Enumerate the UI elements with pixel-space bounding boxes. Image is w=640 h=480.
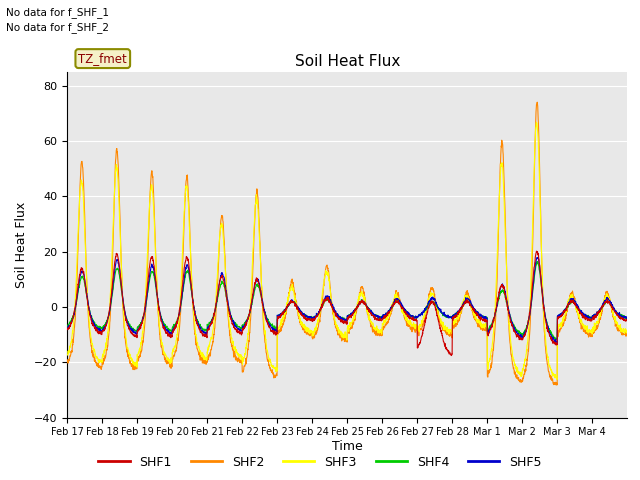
- SHF5: [516, 334, 524, 339]
- SHF5: [616, 312, 623, 317]
- SHF1: [616, 315, 623, 321]
- SHF1: [447, 353, 455, 359]
- SHF3: [119, 304, 127, 310]
- SHF2: [119, 310, 127, 315]
- SHF5: [381, 312, 388, 318]
- SHF5: [119, 297, 127, 302]
- Y-axis label: Soil Heat Flux: Soil Heat Flux: [15, 202, 28, 288]
- SHF3: [516, 372, 524, 377]
- SHF5: [623, 314, 631, 320]
- Title: Soil Heat Flux: Soil Heat Flux: [294, 54, 400, 70]
- SHF3: [240, 355, 248, 360]
- Legend: SHF1, SHF2, SHF3, SHF4, SHF5: SHF1, SHF2, SHF3, SHF4, SHF5: [93, 451, 547, 474]
- SHF2: [623, 332, 631, 337]
- SHF4: [119, 299, 127, 305]
- Text: No data for f_SHF_1: No data for f_SHF_1: [6, 7, 109, 18]
- SHF1: [532, 248, 540, 254]
- SHF4: [533, 259, 541, 264]
- SHF2: [548, 374, 556, 380]
- SHF4: [240, 321, 248, 327]
- SHF4: [552, 336, 560, 342]
- SHF1: [119, 299, 127, 304]
- SHF5: [240, 324, 248, 330]
- Line: SHF2: SHF2: [67, 102, 627, 385]
- SHF4: [63, 323, 71, 329]
- SHF2: [533, 99, 541, 105]
- X-axis label: Time: Time: [332, 440, 363, 453]
- Text: TZ_fmet: TZ_fmet: [79, 52, 127, 65]
- SHF2: [240, 363, 248, 369]
- Line: SHF3: SHF3: [67, 122, 627, 380]
- SHF1: [548, 336, 556, 342]
- SHF3: [63, 352, 71, 358]
- SHF2: [552, 382, 560, 388]
- SHF1: [240, 325, 248, 331]
- SHF4: [616, 311, 623, 317]
- SHF2: [616, 327, 623, 333]
- SHF4: [623, 316, 631, 322]
- SHF5: [63, 326, 71, 332]
- SHF5: [548, 335, 556, 341]
- SHF3: [381, 319, 388, 325]
- SHF4: [381, 313, 388, 319]
- SHF3: [553, 377, 561, 383]
- SHF5: [554, 339, 561, 345]
- Text: No data for f_SHF_2: No data for f_SHF_2: [6, 22, 109, 33]
- SHF3: [532, 120, 540, 125]
- SHF4: [516, 329, 524, 335]
- SHF2: [381, 324, 388, 329]
- SHF1: [63, 326, 71, 332]
- SHF2: [516, 378, 524, 384]
- Line: SHF4: SHF4: [67, 262, 627, 339]
- SHF3: [623, 327, 631, 333]
- SHF4: [548, 330, 556, 336]
- SHF1: [516, 335, 524, 341]
- SHF1: [381, 313, 388, 319]
- SHF3: [548, 367, 556, 373]
- SHF5: [534, 254, 542, 260]
- SHF3: [616, 323, 623, 329]
- Line: SHF1: SHF1: [67, 251, 627, 356]
- SHF2: [63, 359, 71, 364]
- SHF1: [623, 317, 631, 323]
- Line: SHF5: SHF5: [67, 257, 627, 342]
